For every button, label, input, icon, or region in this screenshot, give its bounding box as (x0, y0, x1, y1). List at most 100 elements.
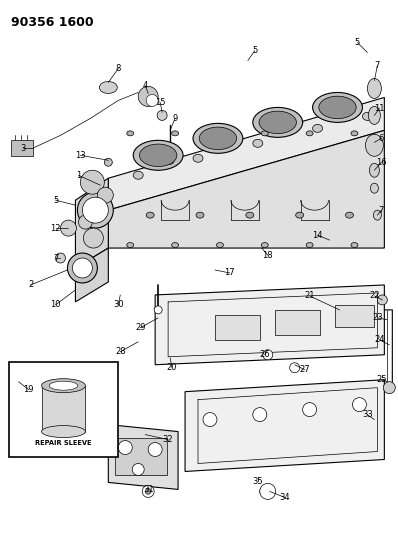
Ellipse shape (217, 131, 223, 136)
Text: 33: 33 (362, 410, 373, 419)
Ellipse shape (172, 243, 179, 247)
Circle shape (80, 170, 104, 194)
Text: 32: 32 (163, 435, 174, 444)
Polygon shape (76, 248, 108, 302)
Text: 23: 23 (372, 313, 383, 322)
Ellipse shape (261, 243, 268, 247)
Polygon shape (185, 379, 384, 472)
Text: 31: 31 (143, 485, 154, 494)
Text: 6: 6 (378, 134, 384, 143)
Text: 16: 16 (376, 158, 387, 167)
Text: 13: 13 (75, 151, 86, 160)
Circle shape (157, 110, 167, 120)
Circle shape (118, 441, 132, 455)
Text: 7: 7 (53, 254, 58, 263)
Polygon shape (41, 386, 86, 432)
Ellipse shape (133, 171, 143, 179)
Circle shape (260, 483, 276, 499)
Ellipse shape (196, 212, 204, 218)
Ellipse shape (127, 131, 134, 136)
Circle shape (55, 253, 65, 263)
Circle shape (67, 253, 98, 283)
Text: 25: 25 (376, 375, 386, 384)
Text: 8: 8 (115, 64, 121, 73)
Text: 90356 1600: 90356 1600 (11, 15, 93, 29)
Text: 20: 20 (167, 363, 178, 372)
Ellipse shape (351, 131, 358, 136)
Circle shape (72, 258, 92, 278)
Text: 28: 28 (115, 348, 126, 356)
Ellipse shape (146, 212, 154, 218)
Ellipse shape (217, 243, 223, 247)
Ellipse shape (49, 381, 78, 390)
Text: 17: 17 (224, 269, 235, 278)
Text: REPAIR SLEEVE: REPAIR SLEEVE (35, 440, 92, 446)
Text: 29: 29 (135, 324, 145, 333)
Ellipse shape (369, 163, 379, 177)
Text: 5: 5 (252, 46, 258, 55)
Text: 24: 24 (374, 335, 384, 344)
Ellipse shape (351, 243, 358, 247)
Ellipse shape (306, 131, 313, 136)
Ellipse shape (127, 243, 134, 247)
Circle shape (60, 220, 76, 236)
Ellipse shape (369, 107, 380, 124)
Ellipse shape (365, 134, 383, 156)
Bar (275, 310, 320, 335)
Ellipse shape (41, 425, 86, 438)
Text: 4: 4 (142, 81, 148, 90)
Circle shape (78, 192, 113, 228)
Circle shape (377, 295, 387, 305)
Text: 22: 22 (369, 292, 380, 301)
Ellipse shape (41, 379, 86, 393)
Ellipse shape (319, 96, 356, 119)
Circle shape (98, 187, 113, 203)
Ellipse shape (172, 131, 179, 136)
Circle shape (84, 228, 103, 248)
Text: 14: 14 (312, 231, 323, 239)
Circle shape (78, 215, 92, 229)
Ellipse shape (253, 139, 263, 147)
Text: 12: 12 (50, 224, 61, 232)
Text: 30: 30 (113, 301, 124, 309)
Text: 5: 5 (355, 38, 360, 47)
Text: 7: 7 (378, 206, 384, 215)
Polygon shape (108, 98, 384, 210)
Circle shape (82, 197, 108, 223)
Circle shape (203, 413, 217, 426)
Ellipse shape (193, 123, 243, 154)
Text: 27: 27 (299, 365, 310, 374)
Ellipse shape (306, 243, 313, 247)
Circle shape (260, 487, 270, 496)
Circle shape (253, 408, 267, 422)
Ellipse shape (312, 124, 322, 132)
Text: 18: 18 (262, 251, 273, 260)
Circle shape (138, 86, 158, 107)
Ellipse shape (371, 183, 378, 193)
Text: 21: 21 (304, 292, 315, 301)
Ellipse shape (312, 92, 363, 123)
Text: 34: 34 (279, 493, 290, 502)
Ellipse shape (373, 210, 381, 220)
Text: 9: 9 (172, 114, 178, 123)
Text: 15: 15 (155, 98, 166, 107)
Circle shape (353, 398, 367, 411)
Text: 7: 7 (375, 61, 380, 70)
Ellipse shape (367, 78, 381, 99)
Circle shape (166, 156, 174, 164)
Circle shape (263, 350, 273, 360)
Polygon shape (155, 285, 384, 365)
Circle shape (145, 488, 151, 495)
Text: 19: 19 (23, 385, 34, 394)
Ellipse shape (193, 154, 203, 162)
Text: 35: 35 (252, 477, 263, 486)
Circle shape (290, 363, 300, 373)
Text: 11: 11 (374, 104, 384, 113)
Polygon shape (108, 131, 384, 248)
Circle shape (148, 442, 162, 456)
Circle shape (154, 306, 162, 314)
Bar (335, 305, 375, 327)
Bar (11, 140, 33, 156)
Ellipse shape (253, 108, 302, 138)
Ellipse shape (100, 82, 117, 93)
